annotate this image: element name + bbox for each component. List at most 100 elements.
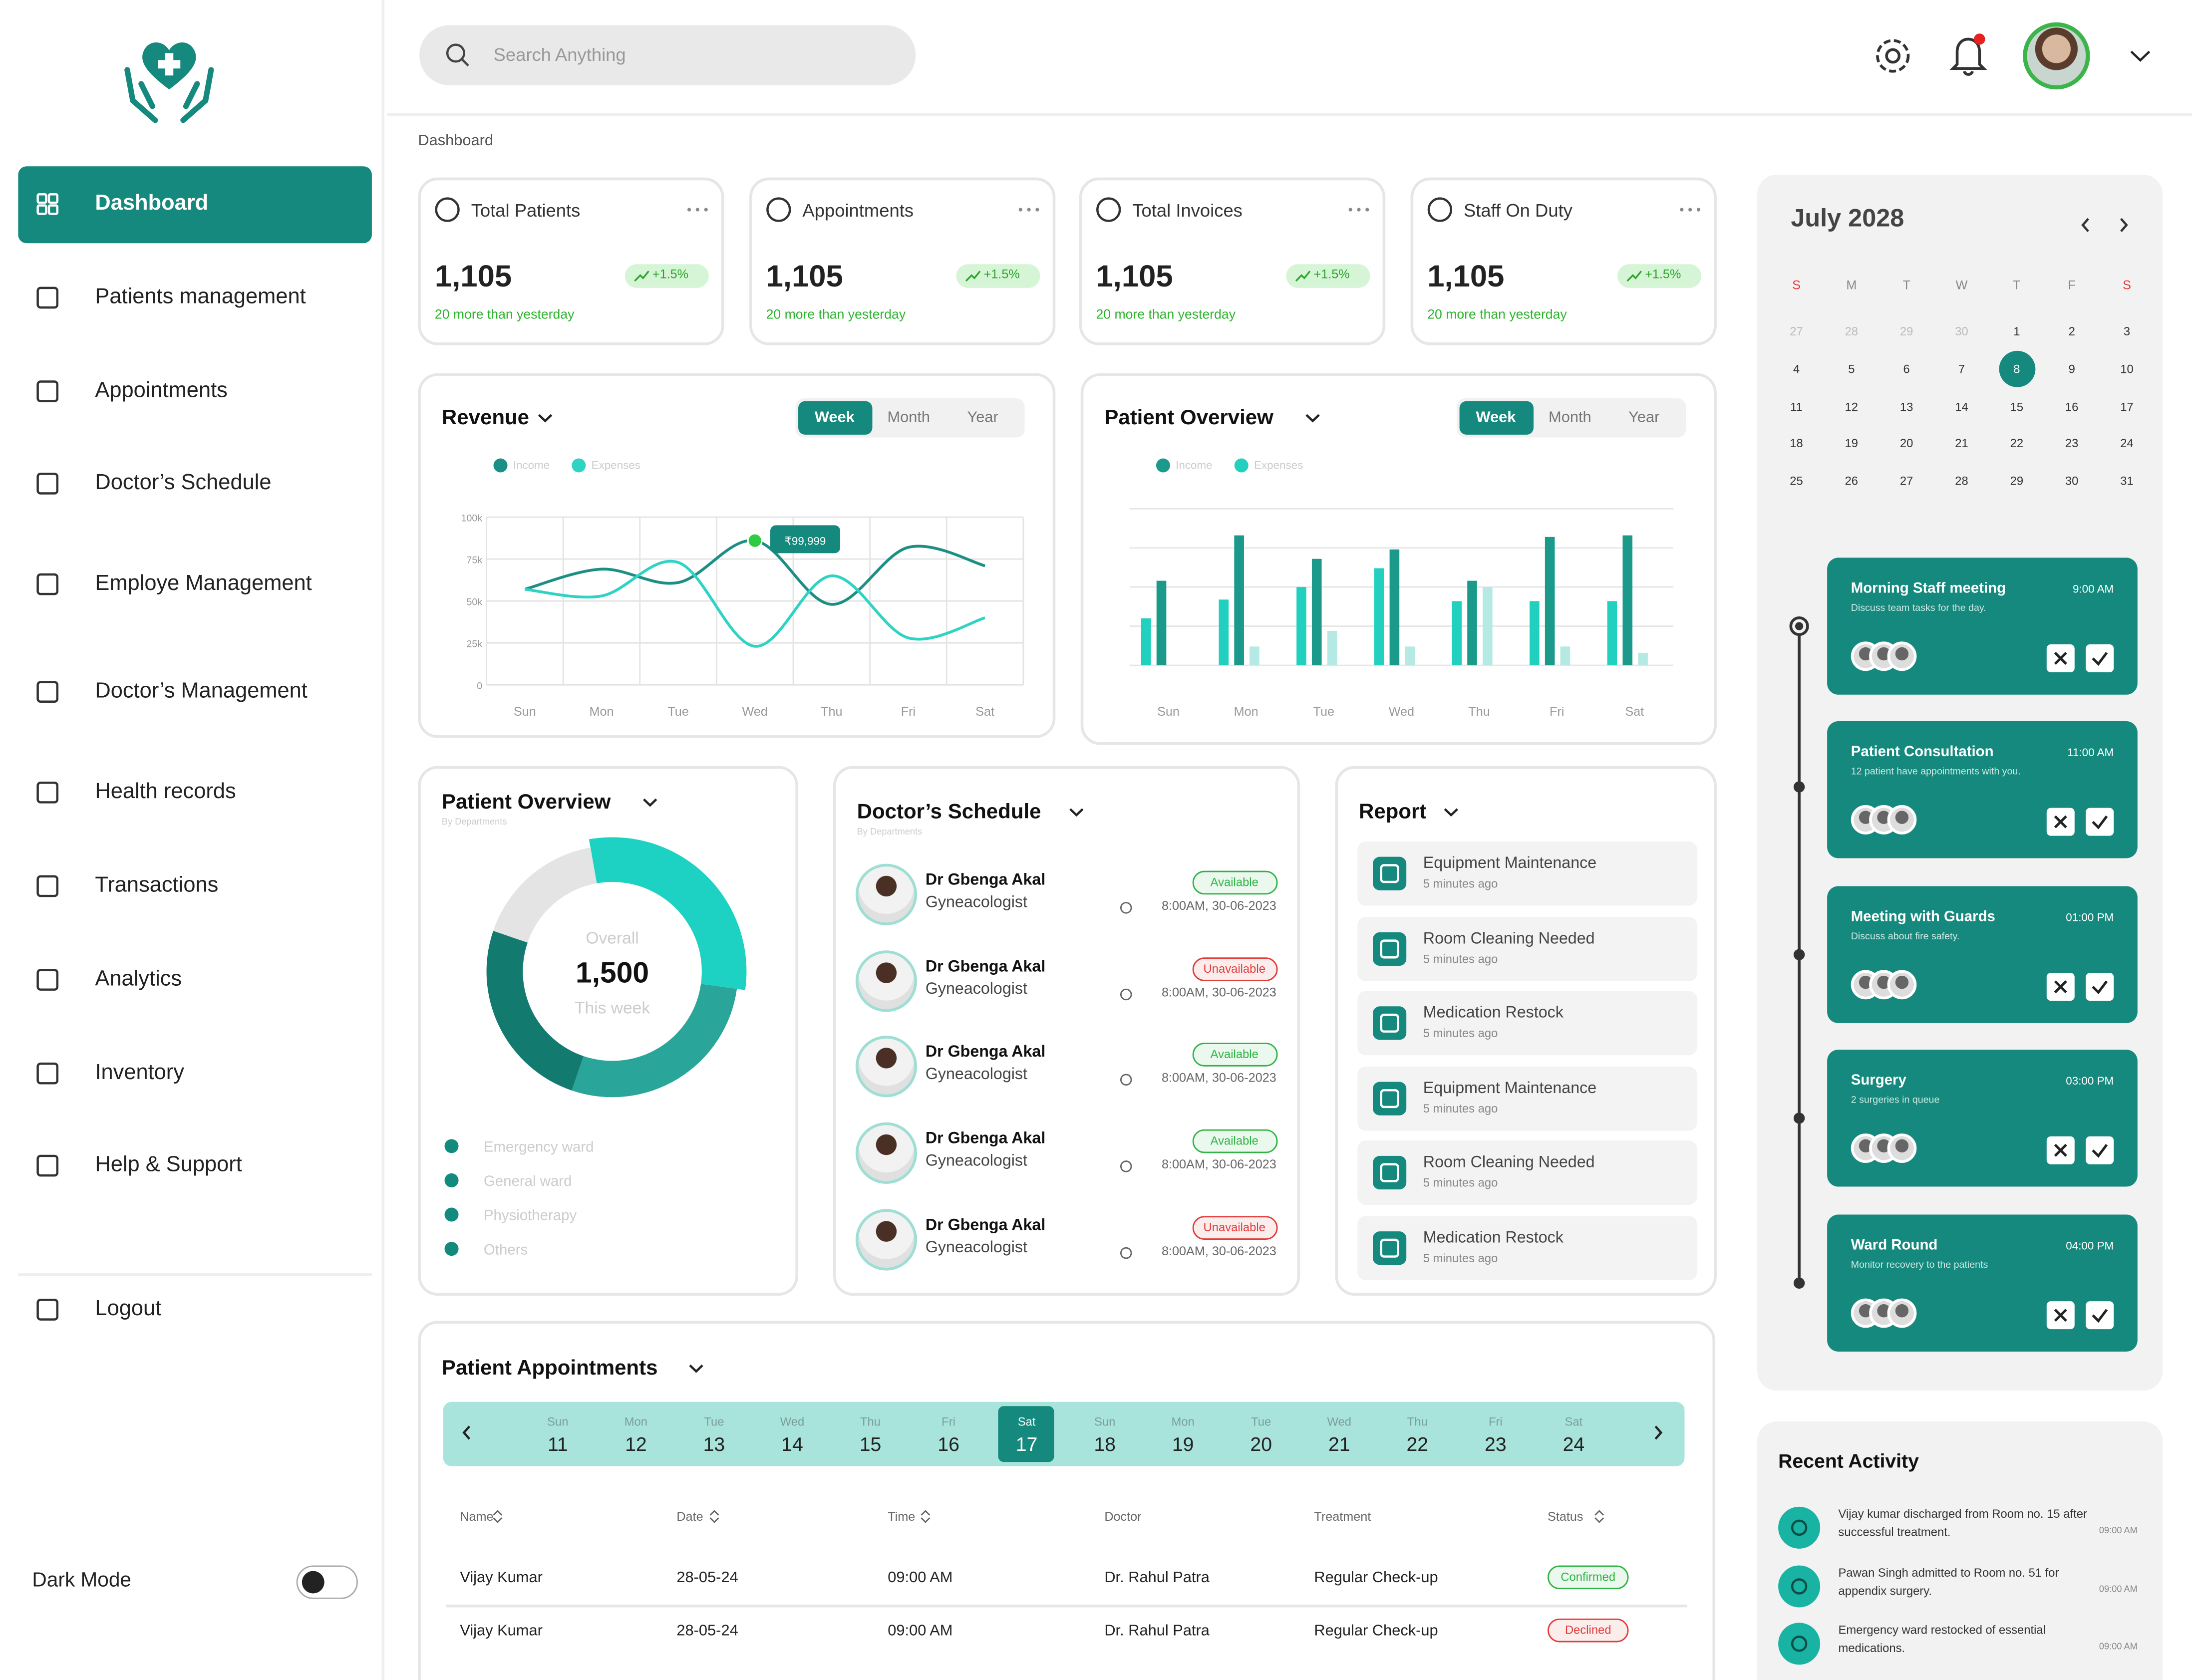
calendar-day[interactable]: 31 bbox=[2120, 474, 2134, 488]
nav-item[interactable]: Health records bbox=[18, 755, 372, 832]
calendar-day[interactable]: 27 bbox=[1899, 474, 1913, 488]
decline-button[interactable] bbox=[2046, 644, 2075, 672]
calendar-day[interactable]: 20 bbox=[1899, 436, 1913, 451]
calendar-day[interactable]: 22 bbox=[2010, 436, 2024, 451]
nav-item[interactable]: Help & Support bbox=[18, 1128, 372, 1205]
calendar-day[interactable]: 7 bbox=[1958, 361, 1965, 376]
calendar-day[interactable]: 27 bbox=[1790, 324, 1803, 338]
dark-mode-toggle[interactable] bbox=[296, 1565, 358, 1599]
column-header[interactable]: Time bbox=[888, 1509, 916, 1524]
accept-button[interactable] bbox=[2086, 808, 2114, 836]
column-header[interactable]: Name bbox=[460, 1509, 494, 1524]
calendar-day[interactable]: 30 bbox=[2065, 474, 2079, 488]
nav-item[interactable]: Dashboard bbox=[18, 166, 372, 244]
calendar-day[interactable]: 10 bbox=[2120, 361, 2134, 376]
icon bbox=[538, 414, 553, 423]
calendar-day[interactable]: 30 bbox=[1955, 324, 1968, 338]
event-card[interactable]: Morning Staff meeting 9:00 AM Discuss team… bbox=[1827, 558, 2138, 695]
calendar-day[interactable]: 18 bbox=[1790, 436, 1803, 451]
column-header[interactable]: Date bbox=[676, 1509, 703, 1524]
calendar-day[interactable]: 2 bbox=[2068, 324, 2075, 338]
accept-button[interactable] bbox=[2086, 644, 2114, 672]
report-item[interactable]: Room Cleaning Needed 5 minutes ago bbox=[1357, 1141, 1697, 1206]
decline-button[interactable] bbox=[2046, 1136, 2075, 1164]
nav-item[interactable]: Inventory bbox=[18, 1036, 372, 1113]
calendar-day[interactable]: 14 bbox=[1955, 399, 1968, 413]
calendar-day[interactable]: 21 bbox=[1955, 436, 1968, 451]
tab-label: Month bbox=[1549, 409, 1591, 427]
decline-button[interactable] bbox=[2046, 1301, 2075, 1330]
date-cell[interactable]: Sat 24 bbox=[1546, 1406, 1601, 1462]
date-cell[interactable]: Thu 22 bbox=[1389, 1406, 1445, 1462]
avatar[interactable] bbox=[2023, 22, 2090, 90]
date-cell[interactable]: Wed 14 bbox=[764, 1406, 820, 1462]
calendar-day[interactable]: 29 bbox=[2010, 474, 2024, 488]
column-header[interactable]: Status bbox=[1548, 1509, 1583, 1524]
decline-button[interactable] bbox=[2046, 973, 2075, 1001]
tab[interactable]: Week bbox=[798, 401, 873, 435]
date-cell[interactable]: Tue 13 bbox=[686, 1406, 742, 1462]
date-cell[interactable]: Sun 18 bbox=[1077, 1406, 1133, 1462]
date-cell[interactable]: Sat 17 bbox=[998, 1406, 1055, 1462]
date-cell[interactable]: Mon 19 bbox=[1155, 1406, 1211, 1462]
event-card[interactable]: Ward Round 04:00 PM Monitor recovery to th… bbox=[1827, 1214, 2138, 1352]
calendar-day[interactable]: 23 bbox=[2065, 436, 2079, 451]
calendar-day[interactable]: 17 bbox=[2120, 399, 2134, 413]
report-item[interactable]: Medication Restock 5 minutes ago bbox=[1357, 991, 1697, 1056]
doctor-time: 8:00AM, 30-06-2023 bbox=[1161, 898, 1276, 913]
date-cell[interactable]: Fri 23 bbox=[1468, 1406, 1524, 1462]
date-cell[interactable]: Thu 15 bbox=[843, 1406, 899, 1462]
logout[interactable]: Logout bbox=[18, 1272, 372, 1349]
tab[interactable]: Month bbox=[1534, 401, 1607, 435]
calendar-day[interactable]: 8 bbox=[2013, 361, 2020, 376]
calendar-day[interactable]: 24 bbox=[2120, 436, 2134, 451]
tab[interactable]: Month bbox=[872, 401, 946, 435]
nav-item[interactable]: Analytics bbox=[18, 942, 372, 1019]
event-card[interactable]: Surgery 03:00 PM 2 surgeries in queue bbox=[1827, 1050, 2138, 1187]
calendar-day[interactable]: 29 bbox=[1899, 324, 1913, 338]
nav-item[interactable]: Patients management bbox=[18, 260, 372, 337]
calendar-day[interactable]: 5 bbox=[1848, 361, 1855, 376]
date-cell[interactable]: Wed 21 bbox=[1311, 1406, 1367, 1462]
nav-item[interactable]: Doctor’s Management bbox=[18, 654, 372, 731]
column-header[interactable]: Treatment bbox=[1314, 1509, 1371, 1524]
calendar-day[interactable]: 15 bbox=[2010, 399, 2024, 413]
calendar-day[interactable]: 16 bbox=[2065, 399, 2079, 413]
date-cell[interactable]: Mon 12 bbox=[608, 1406, 664, 1462]
calendar-day[interactable]: 13 bbox=[1899, 399, 1913, 413]
tab[interactable]: Week bbox=[1459, 401, 1534, 435]
date-cell[interactable]: Fri 16 bbox=[921, 1406, 976, 1462]
calendar-day[interactable]: 9 bbox=[2068, 361, 2075, 376]
tab[interactable]: Year bbox=[946, 401, 1020, 435]
calendar-day[interactable]: 25 bbox=[1790, 474, 1803, 488]
calendar-day[interactable]: 19 bbox=[1845, 436, 1859, 451]
report-item[interactable]: Equipment Maintenance 5 minutes ago bbox=[1357, 1066, 1697, 1130]
calendar-day[interactable]: 4 bbox=[1793, 361, 1800, 376]
calendar-day[interactable]: 1 bbox=[2013, 324, 2020, 338]
nav-item[interactable]: Transactions bbox=[18, 848, 372, 925]
tab[interactable]: Year bbox=[1607, 401, 1681, 435]
report-item[interactable]: Equipment Maintenance 5 minutes ago bbox=[1357, 841, 1697, 906]
nav-item[interactable]: Employe Management bbox=[18, 547, 372, 623]
calendar-day[interactable]: 6 bbox=[1903, 361, 1910, 376]
decline-button[interactable] bbox=[2046, 808, 2075, 836]
calendar-day[interactable]: 12 bbox=[1845, 399, 1859, 413]
calendar-day[interactable]: 28 bbox=[1845, 324, 1859, 338]
nav-item[interactable]: Appointments bbox=[18, 354, 372, 431]
calendar-day[interactable]: 26 bbox=[1845, 474, 1859, 488]
event-card[interactable]: Meeting with Guards 01:00 PM Discuss about… bbox=[1827, 886, 2138, 1023]
date-cell[interactable]: Sun 11 bbox=[530, 1406, 586, 1462]
calendar-day[interactable]: 28 bbox=[1955, 474, 1968, 488]
search-box[interactable]: Search Anything bbox=[419, 25, 916, 85]
report-item[interactable]: Room Cleaning Needed 5 minutes ago bbox=[1357, 916, 1697, 981]
calendar-day[interactable]: 3 bbox=[2123, 324, 2131, 338]
nav-item[interactable]: Doctor’s Schedule bbox=[18, 446, 372, 523]
date-cell[interactable]: Tue 20 bbox=[1233, 1406, 1289, 1462]
accept-button[interactable] bbox=[2086, 973, 2114, 1001]
accept-button[interactable] bbox=[2086, 1301, 2114, 1330]
calendar-day[interactable]: 11 bbox=[1790, 399, 1803, 413]
column-header[interactable]: Doctor bbox=[1104, 1509, 1142, 1524]
accept-button[interactable] bbox=[2086, 1136, 2114, 1164]
event-card[interactable]: Patient Consultation 11:00 AM 12 patient h… bbox=[1827, 721, 2138, 858]
report-item[interactable]: Medication Restock 5 minutes ago bbox=[1357, 1216, 1697, 1281]
